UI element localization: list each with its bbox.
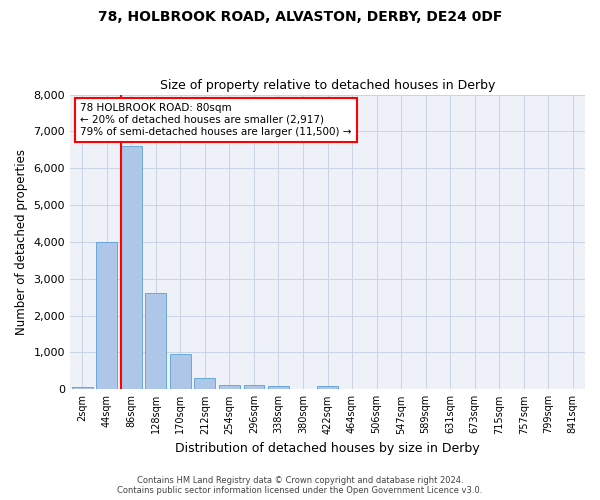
Bar (97, 242, 117, 390)
Bar (219, 384, 240, 390)
Bar (268, 386, 289, 390)
Bar (72, 386, 93, 390)
Bar (121, 146, 142, 390)
Bar (244, 386, 265, 390)
Bar (317, 386, 338, 390)
Y-axis label: Number of detached properties: Number of detached properties (15, 149, 28, 335)
Bar (170, 354, 191, 390)
Text: 78, HOLBROOK ROAD, ALVASTON, DERBY, DE24 0DF: 78, HOLBROOK ROAD, ALVASTON, DERBY, DE24… (98, 10, 502, 24)
X-axis label: Distribution of detached houses by size in Derby: Distribution of detached houses by size … (175, 442, 480, 455)
Text: 78 HOLBROOK ROAD: 80sqm
← 20% of detached houses are smaller (2,917)
79% of semi: 78 HOLBROOK ROAD: 80sqm ← 20% of detache… (80, 104, 352, 136)
Bar (194, 378, 215, 390)
Title: Size of property relative to detached houses in Derby: Size of property relative to detached ho… (160, 79, 495, 92)
Bar (145, 293, 166, 390)
Text: Contains HM Land Registry data © Crown copyright and database right 2024.
Contai: Contains HM Land Registry data © Crown c… (118, 476, 482, 495)
